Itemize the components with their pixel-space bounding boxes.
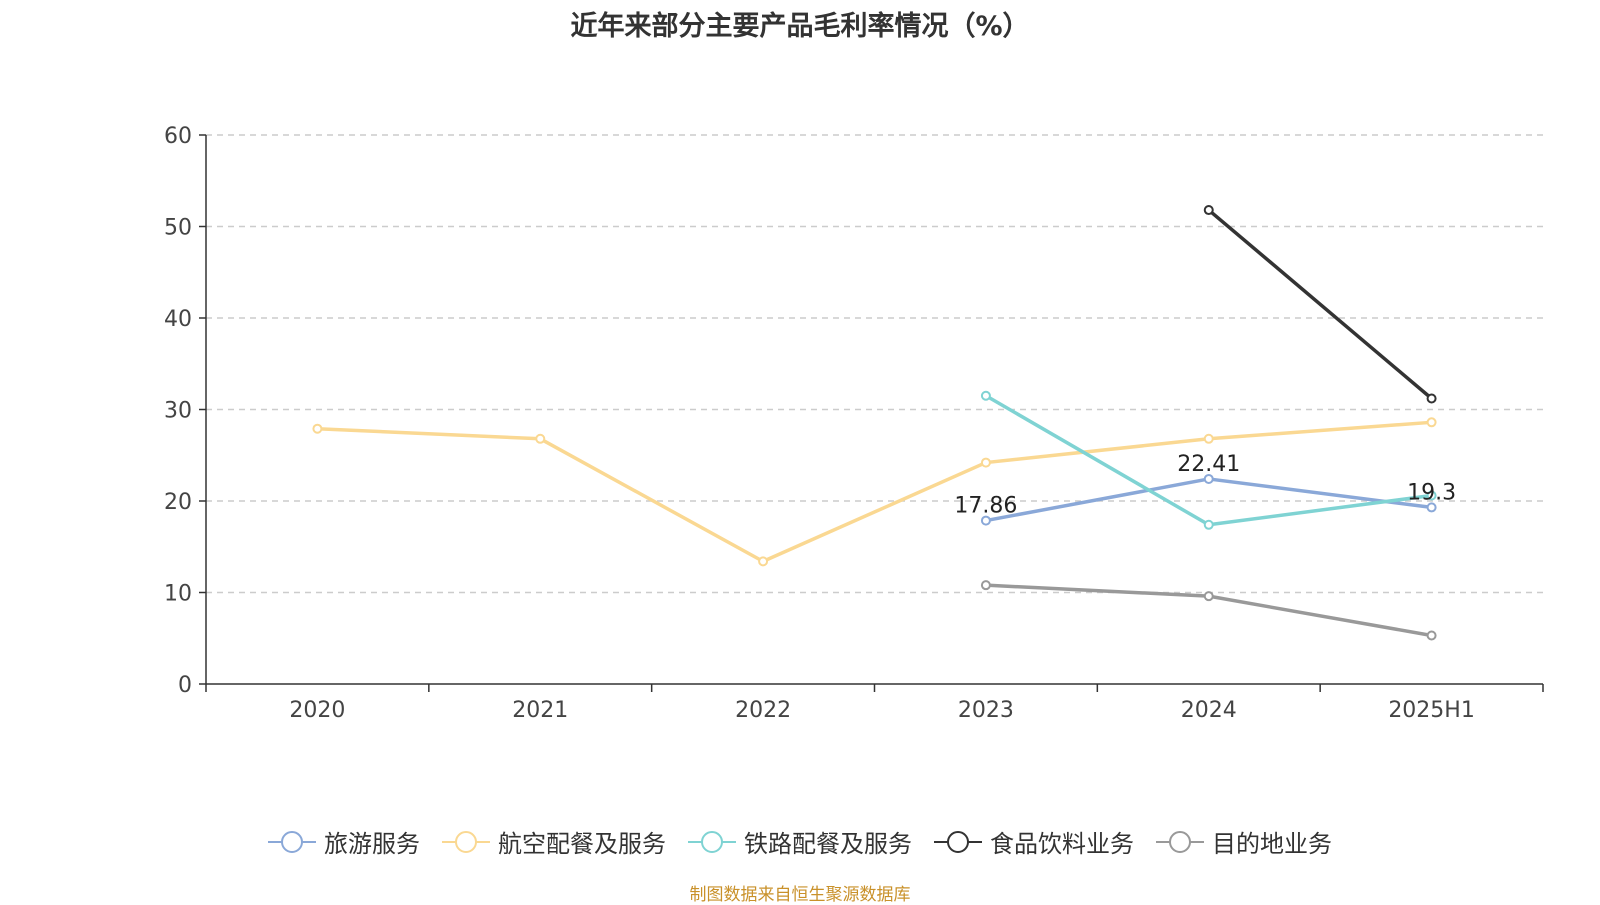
x-tick-label: 2024 bbox=[1181, 698, 1237, 723]
series-2 bbox=[980, 390, 1437, 530]
legend-label: 旅游服务 bbox=[324, 830, 420, 858]
axes: 0 10 20 30 40 50 60 2020 2021 2022 2023 2024 2025H1 bbox=[164, 124, 1544, 723]
series-0 bbox=[980, 473, 1437, 526]
series-line bbox=[1207, 208, 1433, 400]
data-labels: 17.86 22.41 19.3 bbox=[954, 452, 1456, 519]
legend-item[interactable]: 旅游服务 bbox=[268, 824, 420, 859]
legend-item[interactable]: 铁路配餐及服务 bbox=[688, 824, 912, 859]
data-point bbox=[1203, 591, 1214, 602]
data-point bbox=[1426, 502, 1437, 513]
y-tick-label: 10 bbox=[164, 582, 192, 607]
data-point bbox=[1426, 490, 1437, 501]
data-label: 22.41 bbox=[1177, 452, 1240, 477]
data-point bbox=[980, 390, 991, 401]
x-tick-label: 2022 bbox=[735, 698, 791, 723]
x-tick-label: 2021 bbox=[512, 698, 568, 723]
data-point bbox=[312, 423, 323, 434]
x-tick-label: 2020 bbox=[289, 698, 345, 723]
legend-line-circle-icon bbox=[934, 830, 982, 853]
data-point bbox=[758, 556, 769, 567]
data-point bbox=[1203, 433, 1214, 444]
y-tick-label: 50 bbox=[164, 216, 192, 241]
legend-label: 航空配餐及服务 bbox=[498, 830, 666, 858]
data-point bbox=[980, 580, 991, 591]
series-4 bbox=[980, 580, 1437, 641]
source-note: 制图数据来自恒生聚源数据库 bbox=[689, 885, 911, 905]
y-tick-label: 30 bbox=[164, 399, 192, 424]
series-1 bbox=[312, 417, 1437, 567]
legend-label: 铁路配餐及服务 bbox=[744, 830, 912, 858]
data-label: 17.86 bbox=[954, 494, 1017, 519]
data-point bbox=[980, 515, 991, 526]
data-label: 19.3 bbox=[1407, 480, 1456, 505]
data-point bbox=[980, 457, 991, 468]
data-point bbox=[1203, 205, 1214, 216]
data-point bbox=[1426, 393, 1437, 404]
legend-line-circle-icon bbox=[1156, 830, 1204, 853]
series-3 bbox=[1203, 205, 1437, 404]
y-tick-label: 0 bbox=[178, 673, 192, 698]
y-tick-label: 20 bbox=[164, 490, 192, 515]
legend-label: 食品饮料业务 bbox=[990, 830, 1134, 858]
data-point bbox=[535, 433, 546, 444]
data-point bbox=[1426, 417, 1437, 428]
legend-label: 目的地业务 bbox=[1212, 830, 1332, 858]
data-point bbox=[1426, 630, 1437, 641]
y-tick-label: 60 bbox=[164, 124, 192, 149]
y-tick-label: 40 bbox=[164, 307, 192, 332]
series-line bbox=[985, 477, 1432, 523]
data-point bbox=[1203, 519, 1214, 530]
x-tick-label: 2025H1 bbox=[1388, 698, 1475, 723]
legend-item[interactable]: 食品饮料业务 bbox=[934, 824, 1134, 859]
x-tick-label: 2023 bbox=[958, 698, 1014, 723]
series-line bbox=[317, 420, 1432, 564]
legend-item[interactable]: 目的地业务 bbox=[1156, 824, 1332, 859]
chart-title: 近年来部分主要产品毛利率情况（%） bbox=[570, 11, 1030, 42]
grid-lines bbox=[206, 134, 1543, 594]
legend: 旅游服务 航空配餐及服务 铁路配餐及服务 食品饮料业务 目的地业务 bbox=[0, 824, 1600, 859]
legend-line-circle-icon bbox=[268, 830, 316, 853]
data-point bbox=[1203, 473, 1214, 484]
legend-item[interactable]: 航空配餐及服务 bbox=[442, 824, 666, 859]
series-lines bbox=[312, 205, 1437, 641]
legend-line-circle-icon bbox=[688, 830, 736, 853]
legend-line-circle-icon bbox=[442, 830, 490, 853]
